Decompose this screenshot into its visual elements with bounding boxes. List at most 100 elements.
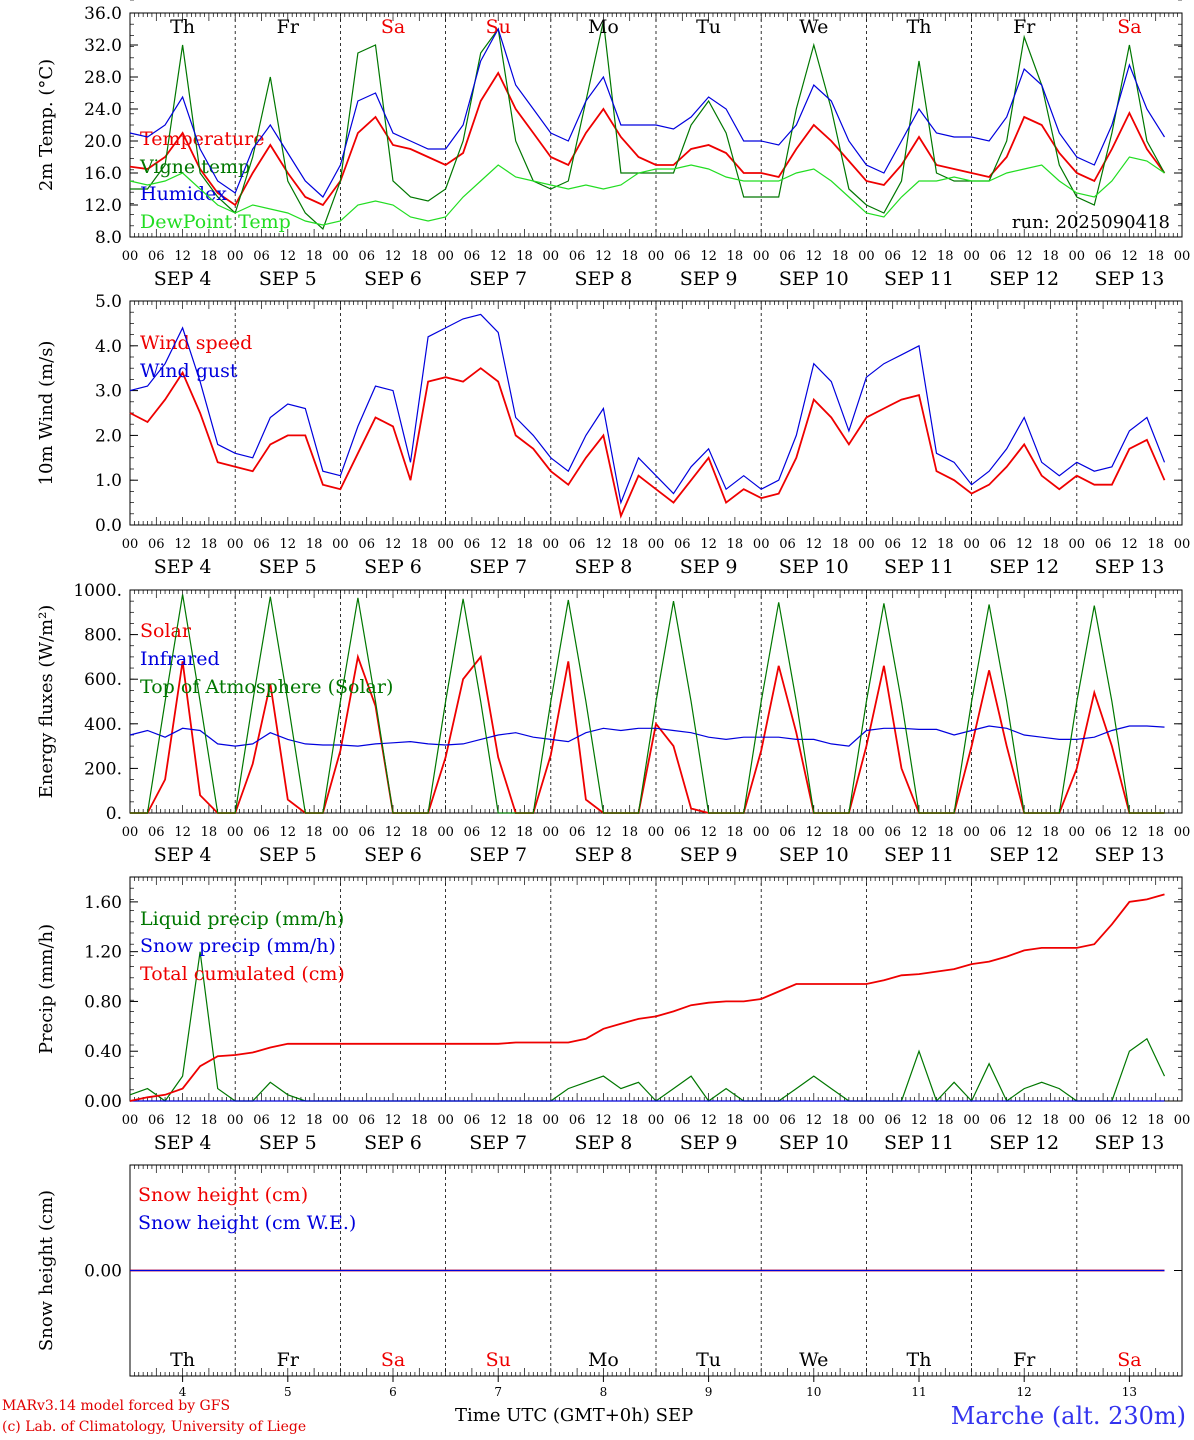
hour-tick-label: 06 <box>990 537 1007 552</box>
day-number-label: 11 <box>911 1385 926 1399</box>
hour-tick-label: 06 <box>569 825 586 840</box>
hour-tick-label: 06 <box>253 249 270 264</box>
hour-tick-label: 00 <box>437 1113 454 1128</box>
hour-tick-label: 00 <box>543 537 560 552</box>
weekday-label: Mo <box>588 16 619 38</box>
y-tick-label: 600. <box>84 670 122 690</box>
legend-entry: Humidex <box>140 183 227 205</box>
hour-tick-label: 00 <box>332 249 349 264</box>
hour-tick-label: 18 <box>1147 825 1164 840</box>
hour-tick-label: 06 <box>464 537 481 552</box>
hour-tick-label: 18 <box>832 537 849 552</box>
hour-tick-label: 12 <box>1016 1113 1033 1128</box>
day-number-label: 13 <box>1122 1385 1137 1399</box>
hour-tick-label: 12 <box>806 537 823 552</box>
hour-tick-label: 18 <box>727 249 744 264</box>
hour-tick-label: 12 <box>595 1113 612 1128</box>
hour-tick-label: 06 <box>358 249 375 264</box>
date-label: SEP 6 <box>364 556 422 578</box>
legend-entry: Vigne temp <box>139 156 250 178</box>
y-axis-label: 2m Temp. (°C) <box>36 59 57 191</box>
credit-line-1: MARv3.14 model forced by GFS <box>2 1398 231 1414</box>
date-label: SEP 11 <box>884 556 954 578</box>
hour-tick-label: 12 <box>1121 1113 1138 1128</box>
date-label: SEP 10 <box>779 1132 849 1154</box>
legend-entry: DewPoint Temp <box>140 211 291 233</box>
legend-entry: Top of Atmosphere (Solar) <box>140 676 393 698</box>
y-tick-label: 0.40 <box>84 1042 122 1062</box>
hour-tick-label: 12 <box>385 537 402 552</box>
y-tick-label: 0. <box>106 804 122 824</box>
hour-tick-label: 18 <box>832 1113 849 1128</box>
hour-tick-label: 06 <box>674 537 691 552</box>
panel-4: 0.00 0.40 0.80 1.20 1.60 Precip (mm/h) Liquid … <box>36 876 1190 1154</box>
hour-tick-label: 06 <box>779 825 796 840</box>
hour-tick-label: 06 <box>779 1113 796 1128</box>
hour-tick-label: 00 <box>437 537 454 552</box>
hour-tick-label: 06 <box>253 1113 270 1128</box>
hour-tick-label: 12 <box>490 825 507 840</box>
panel-3: 0. 200. 400. 600. 800. 1000. Energy fluxes (W/… <box>36 581 1190 866</box>
series-line-3 <box>130 594 1165 814</box>
weekday-label: Sa <box>381 16 405 38</box>
y-axis-label: Precip (mm/h) <box>36 924 57 1054</box>
hour-tick-label: 06 <box>148 825 165 840</box>
hour-tick-label: 12 <box>385 1113 402 1128</box>
hour-tick-label: 06 <box>569 537 586 552</box>
hour-tick-label: 18 <box>937 825 954 840</box>
legend-entry: Total cumulated (cm) <box>140 963 345 985</box>
hour-tick-label: 06 <box>1095 249 1112 264</box>
date-label: SEP 6 <box>364 268 422 290</box>
y-tick-label: 1000. <box>73 581 122 601</box>
hour-tick-label: 18 <box>832 825 849 840</box>
day-number-label: 12 <box>1017 1385 1032 1399</box>
panel-frame <box>129 300 1183 526</box>
weekday-label: Fr <box>277 16 300 38</box>
series-line-2 <box>129 313 1166 505</box>
hour-tick-label: 12 <box>1121 537 1138 552</box>
legend-entry: Infrared <box>140 648 220 670</box>
date-label: SEP 12 <box>989 1132 1059 1154</box>
day-number-label: 10 <box>806 1385 821 1399</box>
series-line-1 <box>129 951 1166 1103</box>
date-label: SEP 9 <box>680 556 738 578</box>
weekday-label: Su <box>486 1349 511 1371</box>
hour-tick-label: 12 <box>174 825 191 840</box>
hour-tick-label: 06 <box>148 1113 165 1128</box>
hour-tick-label: 18 <box>1042 1113 1059 1128</box>
hour-tick-label: 18 <box>306 1113 323 1128</box>
hour-tick-label: 18 <box>1042 249 1059 264</box>
day-number-label: 7 <box>494 1385 502 1399</box>
hour-tick-label: 00 <box>858 537 875 552</box>
y-tick-label: 2.0 <box>95 426 122 446</box>
date-label: SEP 13 <box>1094 844 1164 866</box>
hour-tick-label: 12 <box>1016 249 1033 264</box>
hour-tick-label: 06 <box>358 1113 375 1128</box>
hour-tick-label: 18 <box>1042 825 1059 840</box>
date-label: SEP 13 <box>1094 268 1164 290</box>
hour-tick-label: 12 <box>911 1113 928 1128</box>
y-tick-label: 32.0 <box>84 36 122 56</box>
hour-tick-label: 06 <box>1095 537 1112 552</box>
date-label: SEP 9 <box>680 268 738 290</box>
hour-tick-label: 12 <box>911 537 928 552</box>
hour-tick-label: 12 <box>700 825 717 840</box>
date-label: SEP 10 <box>779 556 849 578</box>
hour-tick-label: 06 <box>779 537 796 552</box>
hour-tick-label: 12 <box>385 825 402 840</box>
hour-tick-label: 00 <box>437 825 454 840</box>
hour-tick-label: 18 <box>201 1113 218 1128</box>
hour-tick-label: 12 <box>595 825 612 840</box>
hour-tick-label: 00 <box>1069 1113 1086 1128</box>
hour-tick-label: 12 <box>490 249 507 264</box>
hour-tick-label: 00 <box>648 249 665 264</box>
weekday-label: Th <box>907 1349 932 1371</box>
hour-tick-label: 12 <box>700 249 717 264</box>
hour-tick-label: 12 <box>700 1113 717 1128</box>
y-tick-label: 8.0 <box>95 228 122 248</box>
hour-tick-label: 18 <box>1147 249 1164 264</box>
hour-tick-label: 06 <box>569 1113 586 1128</box>
hour-tick-label: 12 <box>280 249 297 264</box>
